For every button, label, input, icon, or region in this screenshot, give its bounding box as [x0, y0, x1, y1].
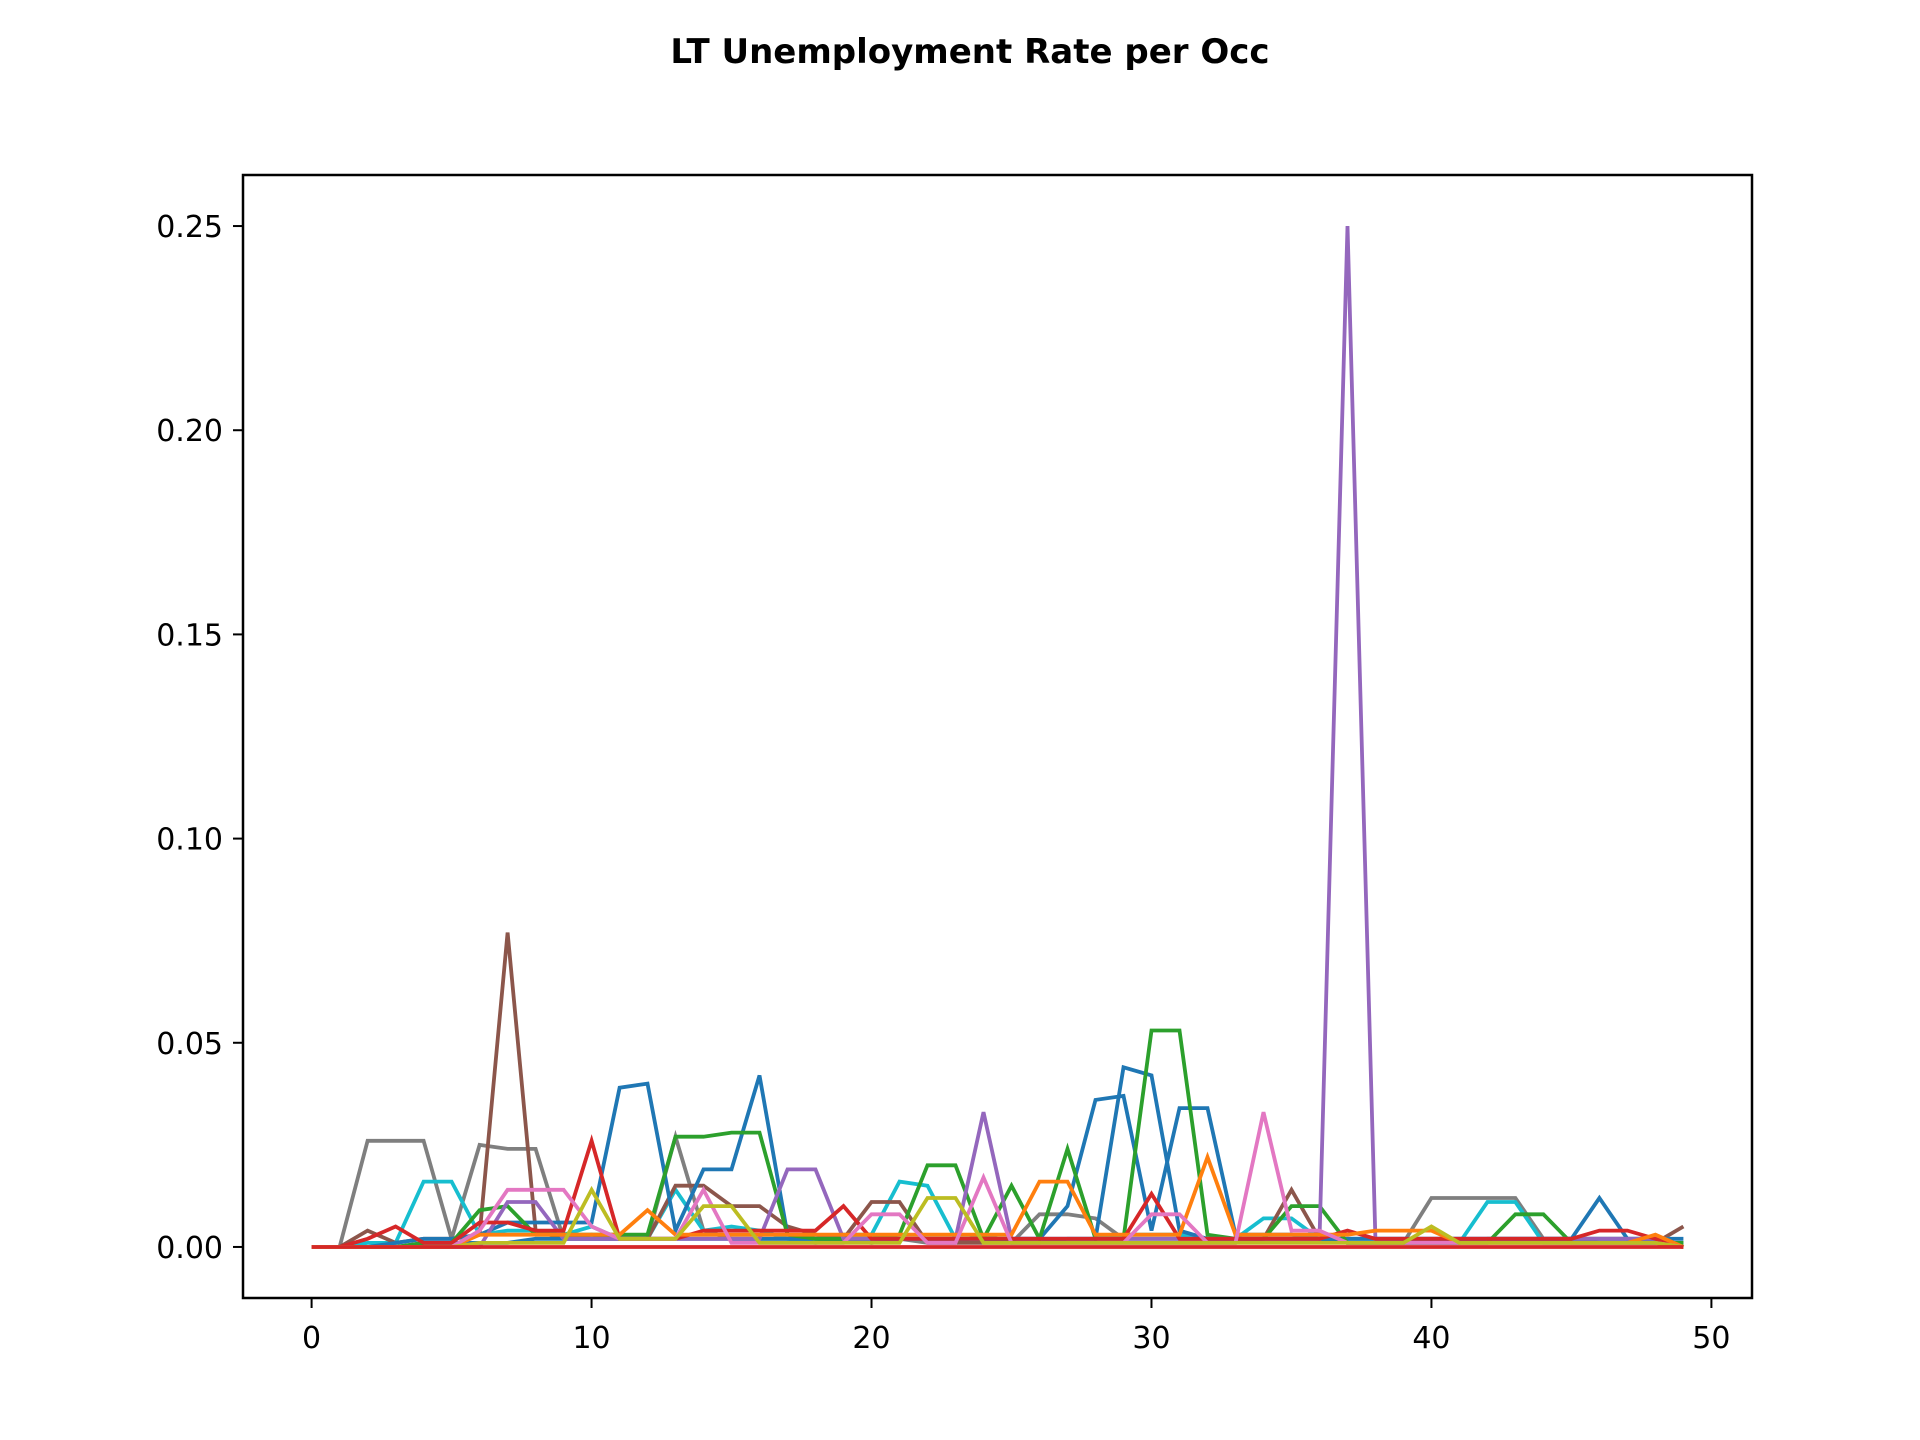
y-tick-label: 0.15	[156, 618, 223, 653]
y-tick-label: 0.10	[156, 823, 223, 858]
series-line-5	[311, 1064, 1684, 1249]
series-layer	[311, 225, 1685, 1249]
x-tick-label: 0	[302, 1321, 321, 1356]
series-line-11	[311, 1185, 1684, 1249]
x-tick-label: 50	[1692, 1321, 1730, 1356]
axes-frame	[241, 173, 1754, 1300]
x-tick-label: 20	[852, 1321, 890, 1356]
y-tick-label: 0.00	[156, 1231, 223, 1266]
series-line-7	[311, 225, 1684, 1249]
x-tick-label: 40	[1412, 1321, 1450, 1356]
x-tick-label: 30	[1132, 1321, 1170, 1356]
series-line-4	[311, 1074, 1684, 1249]
y-tick-label: 0.25	[156, 210, 223, 245]
x-tick-label: 10	[572, 1321, 610, 1356]
series-line-10	[311, 1111, 1684, 1249]
ticks-layer: 0 10 20 30 40 50 0.00 0.05 0.10 0.15 0.20 0.25	[156, 210, 1730, 1356]
chart-title: LT Unemployment Rate per Occ	[670, 32, 1269, 72]
y-tick-label: 0.05	[156, 1027, 223, 1062]
y-tick-label: 0.20	[156, 414, 223, 449]
